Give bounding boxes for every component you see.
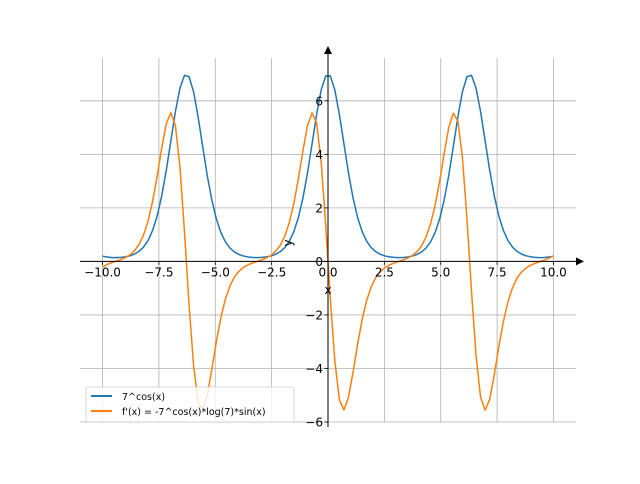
x-axis-arrow bbox=[576, 257, 584, 266]
x-tick-label: −10.0 bbox=[84, 265, 121, 279]
legend-box bbox=[85, 386, 295, 423]
legend-label-0: 7^cos(x) bbox=[122, 392, 165, 403]
x-tick-label: 5.0 bbox=[431, 265, 450, 279]
y-tick-label: 0 bbox=[315, 255, 323, 269]
legend: 7^cos(x) f'(x) = -7^cos(x)*log(7)*sin(x) bbox=[85, 386, 295, 423]
y-tick-label: −2 bbox=[305, 308, 323, 322]
y-tick-label: 6 bbox=[315, 94, 323, 108]
y-tick-label: −6 bbox=[305, 416, 323, 430]
y-axis-arrow bbox=[324, 46, 332, 54]
x-tick-label: 10.0 bbox=[540, 265, 567, 279]
y-tick-label: 2 bbox=[315, 201, 323, 215]
ticks: −10.0 −7.5 −5.0 −2.5 0.0 2.5 5.0 7.5 10.0 −6 −4 −2 0… bbox=[84, 94, 567, 429]
x-tick-label: −2.5 bbox=[257, 265, 286, 279]
x-tick-label: −7.5 bbox=[144, 265, 173, 279]
x-tick-label: 7.5 bbox=[488, 265, 507, 279]
x-tick-label: 2.5 bbox=[375, 265, 394, 279]
axes bbox=[80, 46, 584, 427]
x-tick-label: −5.0 bbox=[201, 265, 230, 279]
x-tick-label: 0.0 bbox=[318, 265, 337, 279]
y-axis-label: y bbox=[281, 239, 295, 246]
y-tick-label: 4 bbox=[315, 148, 323, 162]
y-tick-label: −4 bbox=[305, 362, 323, 376]
x-axis-label: x bbox=[324, 283, 331, 297]
legend-label-1: f'(x) = -7^cos(x)*log(7)*sin(x) bbox=[122, 407, 266, 418]
